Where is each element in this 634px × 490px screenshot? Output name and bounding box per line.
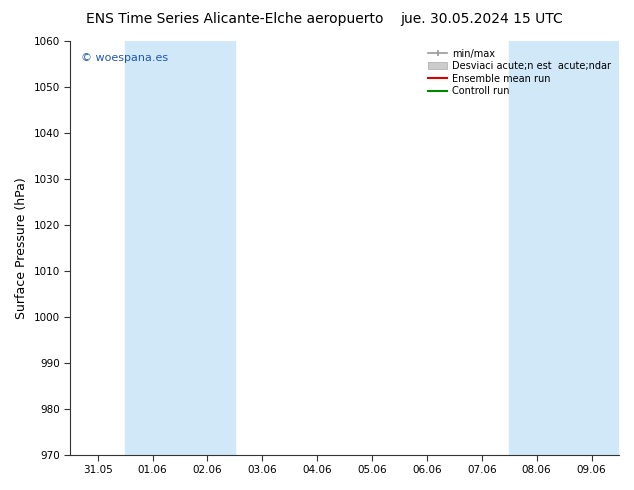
Bar xyxy=(125,41,180,455)
Y-axis label: Surface Pressure (hPa): Surface Pressure (hPa) xyxy=(15,177,28,318)
Legend: min/max, Desviaci acute;n est  acute;ndar, Ensemble mean run, Controll run: min/max, Desviaci acute;n est acute;ndar… xyxy=(425,46,614,99)
Bar xyxy=(509,41,564,455)
Bar xyxy=(180,41,235,455)
Bar xyxy=(564,41,619,455)
Text: ENS Time Series Alicante-Elche aeropuerto: ENS Time Series Alicante-Elche aeropuert… xyxy=(86,12,384,26)
Text: jue. 30.05.2024 15 UTC: jue. 30.05.2024 15 UTC xyxy=(401,12,563,26)
Text: © woespana.es: © woespana.es xyxy=(81,53,168,64)
